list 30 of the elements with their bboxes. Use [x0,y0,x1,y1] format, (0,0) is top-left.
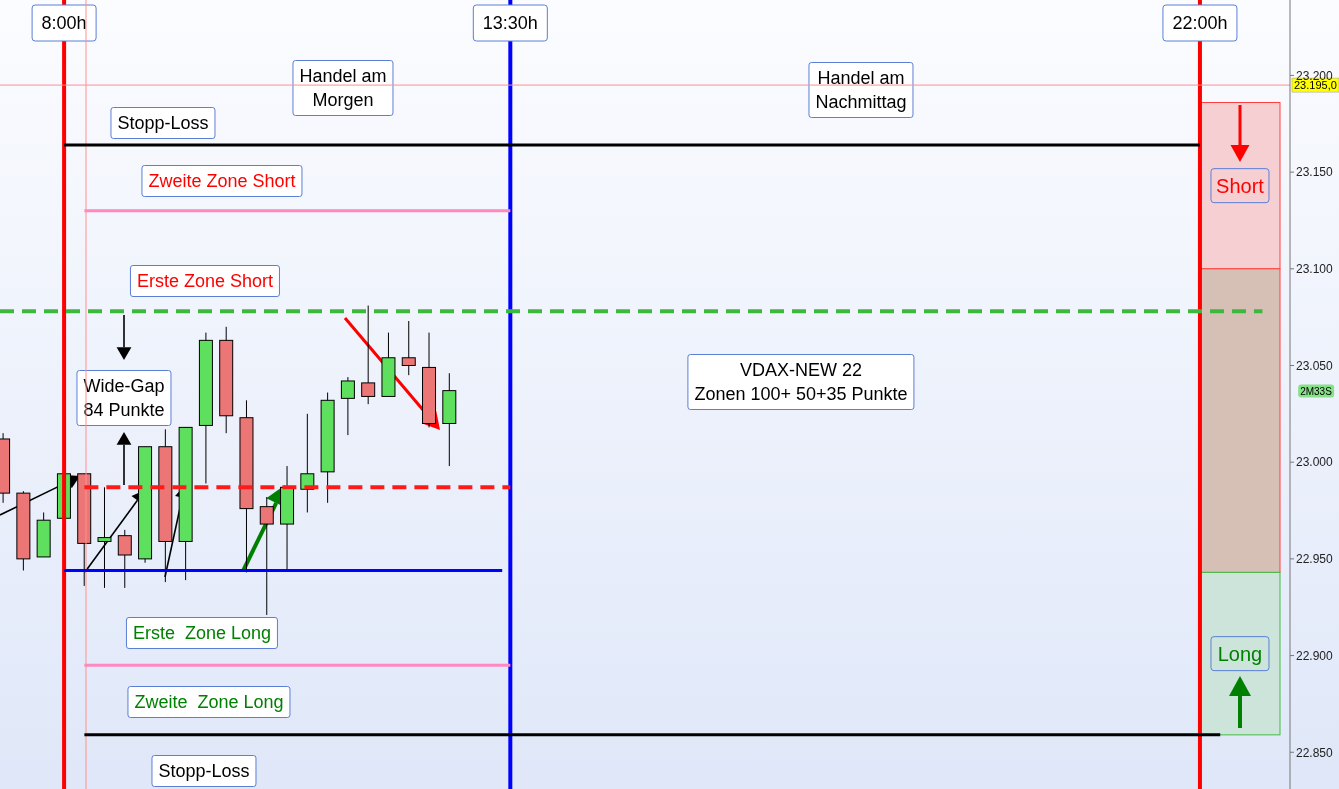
band-label: Short [1216,174,1265,197]
annotation: Zweite Zone Short [141,165,303,197]
annotation: Erste Zone Short [129,265,281,297]
annotation: Zweite Zone Long [127,686,291,718]
ref-line-label: 13:30h [482,13,538,33]
candlestick [97,486,112,589]
annotation: Handel am Morgen [292,60,394,116]
candlestick [361,305,376,405]
ref-line-label: 22:00h [1172,13,1228,33]
y-tick-label: 23.050 [1296,358,1334,373]
annotation: Erste Zone Long [125,617,279,650]
annotation: Stopp-Loss [110,107,216,139]
y-tick-label: 23.000 [1296,455,1334,470]
y-tick-label: 22.850 [1296,745,1334,760]
y-tick-label: 23.100 [1296,262,1334,277]
candlestick [259,496,274,616]
annotation: Stopp-Loss [151,755,257,787]
y-tick-label: 23.150 [1296,165,1334,180]
annotation: Handel am Nachmittag [808,62,914,118]
candlestick [340,376,355,436]
annotation: VDAX-NEW 22 Zonen 100+ 50+35 Punkte [687,354,915,410]
candlestick [401,320,416,376]
band-label: Long [1217,642,1263,665]
annotation: Wide-Gap 84 Punkte [76,370,172,426]
text: 2M33S [1298,384,1334,398]
y-tick-label: 22.950 [1296,552,1334,567]
y-tick-label: 22.900 [1296,648,1334,663]
candlestick [117,529,132,589]
ref-line-label: 8:00h [41,13,87,33]
ref-line-label: 23.195,0 [1294,79,1337,92]
